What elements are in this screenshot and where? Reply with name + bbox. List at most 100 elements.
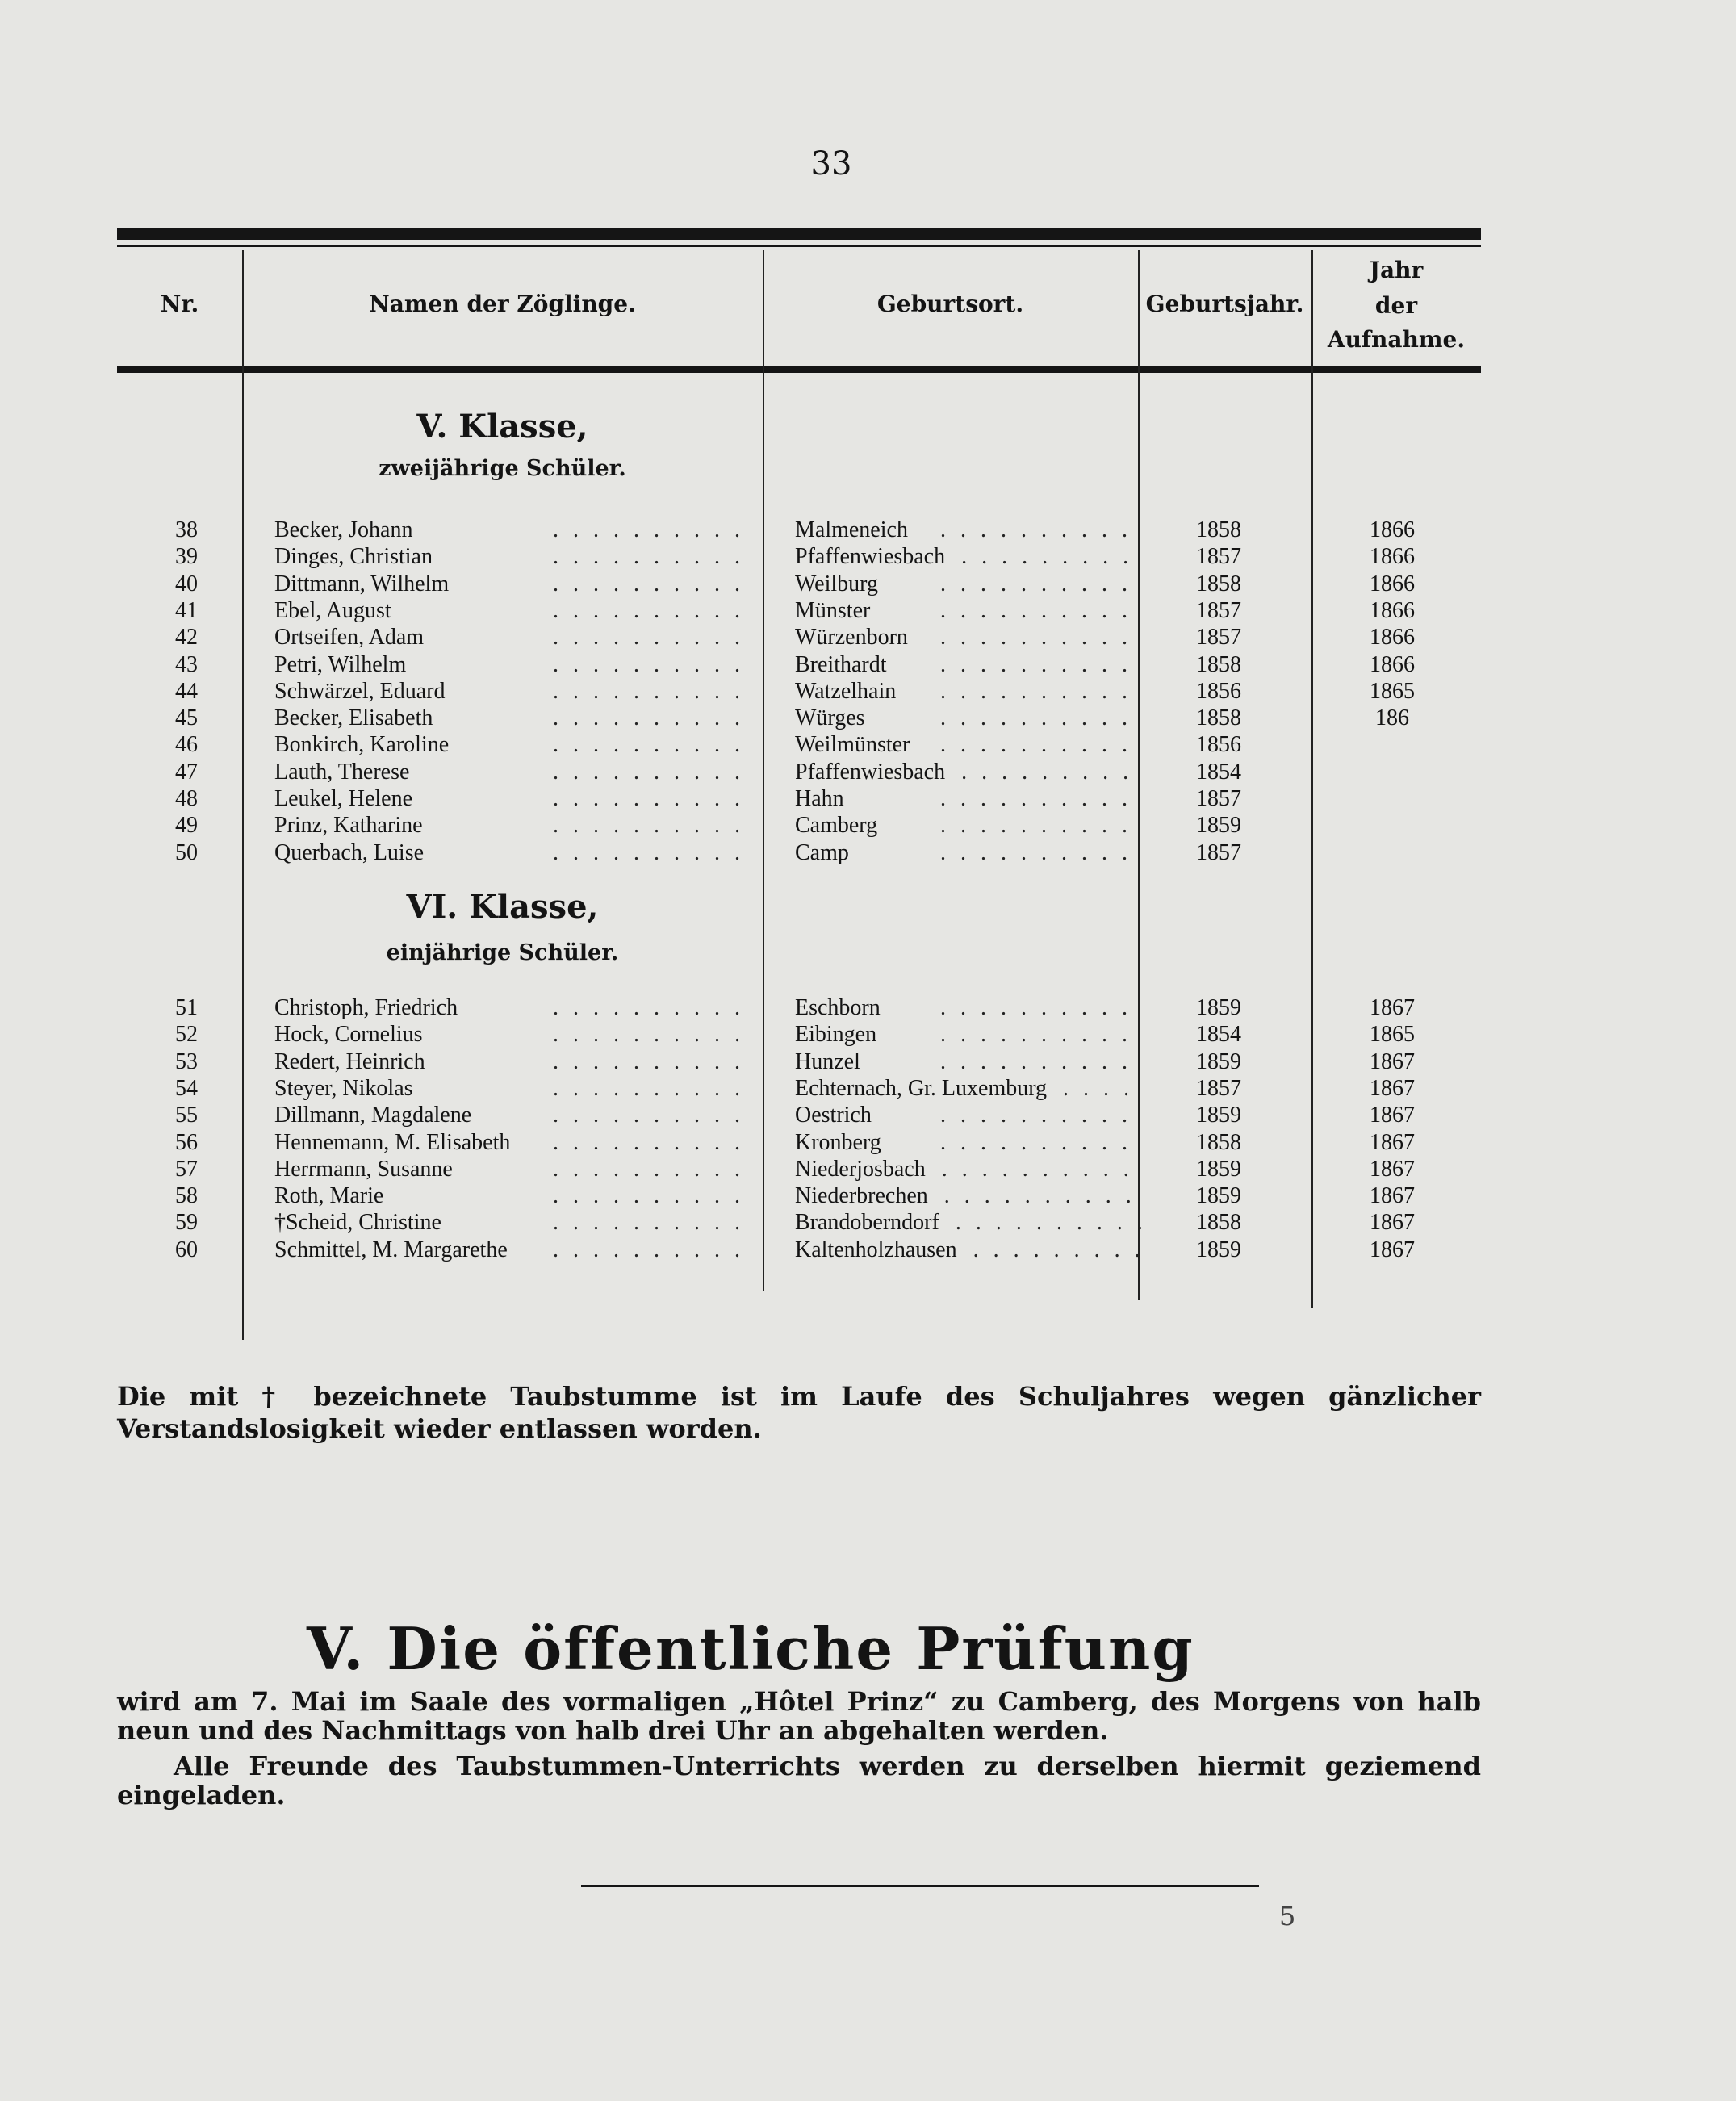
birthplace: Hahn (795, 786, 844, 811)
admission-year: 1867 (1370, 995, 1415, 1020)
leader-dots: .......... (940, 1103, 1142, 1128)
section-heading: V. Die öffentliche Prüfung (307, 1614, 1194, 1683)
table-row: 56 Hennemann, M. Elisabeth.......... Kronb… (117, 1129, 1481, 1156)
birthplace: Eibingen (795, 1022, 877, 1048)
admission-year: 1866 (1370, 651, 1415, 677)
birthplace: Würges (795, 705, 865, 731)
birth-year: 1854 (1196, 759, 1241, 785)
admission-year (1311, 812, 1473, 839)
leader-dots: .......... (553, 1156, 755, 1182)
row-number: 40 (175, 571, 198, 596)
row-number: 49 (175, 813, 198, 839)
student-name-cell: Prinz, Katharine.......... (274, 812, 755, 839)
table-row: 60 Schmittel, M. Margarethe.......... Kalt… (117, 1237, 1481, 1263)
student-name-cell: Bonkirch, Karoline.......... (274, 731, 755, 758)
leader-dots: .......... (553, 732, 755, 758)
birthplace-cell: Kronberg.......... (795, 1129, 1142, 1156)
table-row: 49 Prinz, Katharine.......... Camberg.....… (117, 812, 1481, 839)
table-row: 40 Dittmann, Wilhelm.......... Weilburg...… (117, 571, 1481, 597)
birthplace-cell: Pfaffenwiesbach.......... (795, 759, 1142, 785)
row-number: 43 (175, 651, 198, 677)
birthplace-cell: Malmeneich.......... (795, 517, 1142, 543)
leader-dots: .......... (943, 1183, 1142, 1209)
leader-dots: .......... (553, 1237, 755, 1262)
admission-year: 1867 (1370, 1210, 1415, 1236)
admission-year: 1867 (1370, 1183, 1415, 1209)
birth-year: 1857 (1196, 544, 1241, 570)
admission-year (1311, 731, 1473, 758)
table-row: 44 Schwärzel, Eduard.......... Watzelhain.… (117, 678, 1481, 705)
leader-dots: .......... (553, 995, 755, 1020)
birthplace-cell: Breithardt.......... (795, 651, 1142, 678)
student-name: Petri, Wilhelm (274, 651, 407, 677)
header-name: Namen der Zöglinge. (369, 291, 636, 317)
birth-year: 1858 (1196, 1210, 1241, 1236)
signature-mark: 5 (1279, 1901, 1296, 1931)
birthplace: Kronberg (795, 1129, 881, 1155)
birthplace: Niederjosbach (795, 1156, 926, 1182)
leader-dots: .......... (553, 705, 755, 731)
student-name: Redert, Heinrich (274, 1048, 425, 1074)
student-name: Christoph, Friedrich (274, 995, 458, 1020)
header-birthyear: Geburtsjahr. (1145, 291, 1304, 317)
student-name-cell: Becker, Johann.......... (274, 517, 755, 543)
birth-year: 1859 (1196, 813, 1241, 839)
birth-year: 1854 (1196, 1022, 1241, 1048)
student-name: Steyer, Nikolas (274, 1075, 413, 1101)
admission-year (1311, 839, 1473, 866)
admission-year: 1867 (1370, 1103, 1415, 1128)
birthplace-cell: Niederjosbach.......... (795, 1156, 1142, 1182)
student-name: Prinz, Katharine (274, 813, 423, 839)
admission-year (1311, 785, 1473, 812)
birthplace-cell: Kaltenholzhausen.......... (795, 1237, 1142, 1263)
column-divider (1311, 250, 1313, 1308)
student-name: Leukel, Helene (274, 786, 413, 811)
student-name: Herrmann, Susanne (274, 1156, 453, 1182)
student-name-cell: Schwärzel, Eduard.......... (274, 678, 755, 705)
birthplace: Brandoberndorf (795, 1210, 939, 1236)
birthplace-cell: Niederbrechen.......... (795, 1182, 1142, 1209)
student-name-cell: Lauth, Therese.......... (274, 759, 755, 785)
student-name-cell: Redert, Heinrich.......... (274, 1048, 755, 1075)
table-row: 45 Becker, Elisabeth.......... Würges.....… (117, 705, 1481, 731)
leader-dots: .......... (940, 705, 1142, 731)
row-number: 42 (175, 625, 198, 651)
student-name: Dittmann, Wilhelm (274, 571, 450, 596)
section-subtitle-class-6: einjährige Schüler. (386, 940, 619, 965)
leader-dots: .......... (553, 544, 755, 570)
birthplace-cell: Würzenborn.......... (795, 624, 1142, 651)
student-name-cell: Dillmann, Magdalene.......... (274, 1102, 755, 1128)
leader-dots: .......... (553, 813, 755, 839)
row-number: 46 (175, 732, 198, 758)
table-row: 52 Hock, Cornelius.......... Eibingen.....… (117, 1021, 1481, 1048)
birthplace-cell: Eschborn.......... (795, 994, 1142, 1021)
table-row: 55 Dillmann, Magdalene.......... Oestrich.… (117, 1102, 1481, 1128)
table-row: 39 Dinges, Christian.......... Pfaffenwies… (117, 543, 1481, 570)
row-number: 45 (175, 705, 198, 731)
table-row: 51 Christoph, Friedrich.......... Eschborn… (117, 994, 1481, 1021)
leader-dots: .......... (553, 1048, 755, 1074)
row-number: 51 (175, 995, 198, 1020)
column-divider (1138, 250, 1140, 1300)
student-name-cell: †Scheid, Christine.......... (274, 1209, 755, 1236)
row-number: 39 (175, 544, 198, 570)
row-number: 52 (175, 1022, 198, 1048)
birthplace: Echternach, Gr. Luxemburg (795, 1075, 1048, 1101)
student-name-cell: Hock, Cornelius.......... (274, 1021, 755, 1048)
birthplace-cell: Echternach, Gr. Luxemburg.......... (795, 1075, 1142, 1102)
admission-year: 1867 (1370, 1156, 1415, 1182)
admission-year: 1867 (1370, 1048, 1415, 1074)
page-number: 33 (810, 145, 852, 182)
student-name: Hennemann, M. Elisabeth (274, 1129, 511, 1155)
birth-year: 1858 (1196, 571, 1241, 596)
admission-year: 1867 (1370, 1075, 1415, 1101)
row-number: 41 (175, 597, 198, 623)
birth-year: 1859 (1196, 995, 1241, 1020)
leader-dots: .......... (940, 1022, 1142, 1048)
row-number: 38 (175, 517, 198, 542)
top-thin-rule (117, 245, 1481, 247)
birth-year: 1859 (1196, 1103, 1241, 1128)
student-name-cell: Querbach, Luise.......... (274, 839, 755, 866)
row-number: 44 (175, 678, 198, 704)
admission-year: 1865 (1370, 678, 1415, 704)
